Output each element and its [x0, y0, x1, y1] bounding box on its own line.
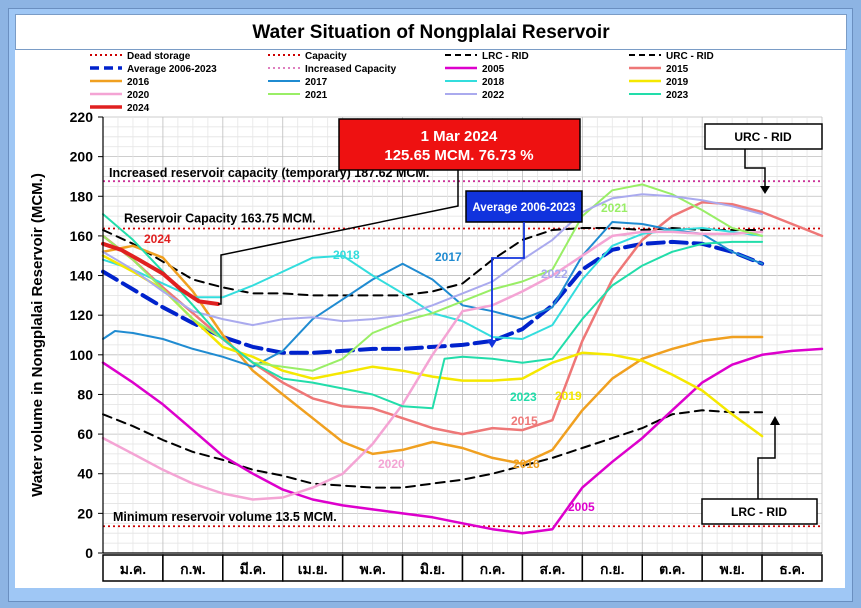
urc-callout-leader [744, 149, 766, 186]
series-label: 2016 [513, 457, 540, 471]
month-box [282, 554, 344, 582]
legend-label: 2021 [305, 90, 328, 101]
series-line [101, 244, 764, 466]
current-status-value: 125.65 MCM. 76.73 % [384, 147, 533, 164]
month-label: ก.พ. [180, 561, 205, 577]
series-label: 2018 [333, 248, 360, 262]
month-box [102, 554, 164, 582]
legend-label: 2019 [666, 77, 689, 88]
legend-label: 2023 [666, 90, 689, 101]
month-box [761, 554, 823, 582]
month-label: ก.ย. [600, 561, 624, 577]
average-callout-leader [491, 222, 525, 340]
legend-label: Average 2006-2023 [127, 64, 217, 75]
series-label: 2005 [568, 500, 595, 514]
series-label: 2022 [541, 267, 568, 281]
lrc-callout-label: LRC - RID [731, 505, 787, 519]
month-box [641, 554, 703, 582]
month-box [162, 554, 224, 582]
average-callout-box [465, 190, 583, 223]
urc-callout-arrowhead [760, 186, 770, 194]
legend-label: LRC - RID [482, 51, 529, 62]
series-line [101, 230, 764, 501]
current-status-box [338, 118, 581, 171]
legend-label: 2024 [127, 103, 150, 114]
month-label: พ.ค. [359, 561, 385, 577]
month-box [461, 554, 524, 582]
y-tick-label: 160 [70, 228, 94, 244]
series-line [102, 193, 764, 327]
legend-label: Increased Capacity [305, 64, 397, 75]
month-label: ส.ค. [540, 561, 566, 577]
legend-label: 2020 [127, 90, 150, 101]
series-group [101, 183, 824, 535]
y-tick-label: 140 [70, 268, 94, 284]
y-tick-label: 200 [70, 149, 94, 165]
lrc-callout-box [701, 498, 818, 525]
month-box [521, 554, 584, 582]
status-leader-line [218, 168, 459, 305]
series-line [102, 183, 764, 372]
series-label: 2020 [378, 457, 405, 471]
y-tick-label: 40 [77, 466, 93, 482]
legend-label: 2015 [666, 64, 689, 75]
y-tick-label: 180 [70, 188, 94, 204]
month-box [581, 554, 643, 582]
month-label: มิ.ย. [420, 561, 445, 577]
series-line [101, 254, 764, 438]
series-line [102, 227, 764, 297]
legend-label: 2017 [305, 77, 328, 88]
month-label: ก.ค. [480, 561, 506, 577]
legend-label: 2005 [482, 64, 505, 75]
legend-label: URC - RID [666, 51, 714, 62]
month-label: มี.ค. [240, 561, 266, 577]
month-label: พ.ย. [720, 561, 745, 577]
series-label: 2015 [511, 414, 538, 428]
current-status-date: 1 Mar 2024 [421, 128, 498, 145]
reference-line-label: Minimum reservoir volume 13.5 MCM. [113, 510, 337, 524]
y-tick-label: 80 [77, 386, 93, 402]
series-label: 2019 [555, 389, 582, 403]
month-box [401, 554, 464, 582]
series-line [101, 347, 824, 535]
series-label: 2021 [601, 201, 628, 215]
title-box: Water Situation of Nongplalai Reservoir [15, 14, 847, 50]
series-line [102, 221, 764, 368]
series-line [101, 241, 220, 306]
series-label: 2023 [510, 390, 537, 404]
average-callout-arrowhead [487, 340, 497, 348]
urc-callout-label: URC - RID [734, 130, 792, 144]
series-line [102, 213, 764, 410]
average-callout-label: Average 2006-2023 [472, 202, 575, 214]
legend-label: 2022 [482, 90, 505, 101]
legend-label: 2018 [482, 77, 505, 88]
y-tick-label: 60 [77, 426, 93, 442]
chart-title: Water Situation of Nongplalai Reservoir [252, 22, 610, 43]
legend-label: 2016 [127, 77, 150, 88]
month-label: ต.ค. [659, 561, 685, 577]
series-label: 2017 [435, 250, 462, 264]
y-tick-label: 120 [70, 307, 94, 323]
y-tick-label: 0 [85, 545, 93, 561]
y-tick-label: 100 [70, 347, 94, 363]
y-tick-label: 20 [77, 505, 93, 521]
y-axis-label: Water volume in Nongplalai Reservoir (MC… [29, 173, 46, 497]
reference-line-label: Reservoir Capacity 163.75 MCM. [124, 211, 316, 225]
legend-label: Dead storage [127, 51, 191, 62]
legend-label: Capacity [305, 51, 347, 62]
urc-callout-box [704, 123, 823, 150]
lrc-callout-arrowhead [770, 416, 780, 425]
month-label: ธ.ค. [779, 561, 805, 577]
legend [90, 54, 661, 109]
y-tick-label: 220 [70, 109, 94, 125]
month-label: ม.ค. [120, 561, 146, 577]
month-label: เม.ย. [298, 561, 328, 577]
lrc-callout-leader [757, 425, 776, 499]
series-label: 2024 [144, 232, 171, 246]
series-line [102, 409, 764, 489]
